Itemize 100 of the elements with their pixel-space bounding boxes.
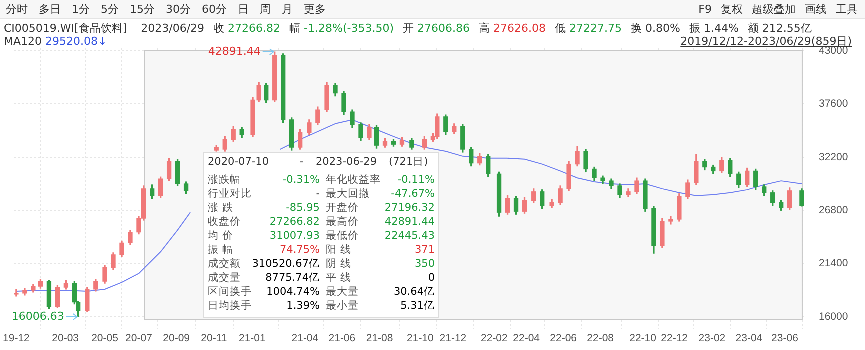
annotation: 27196.32	[384, 202, 435, 214]
annotation: 0	[428, 272, 435, 284]
x-tick-label: 23-02	[698, 332, 726, 345]
annotation: -47.67%	[391, 188, 435, 200]
annotation: (721日)	[389, 156, 428, 169]
annotation: 2020-07-10	[208, 156, 270, 169]
annotation: 年化收益率	[326, 174, 381, 186]
text: 换 0.80%	[631, 22, 680, 35]
text: 周	[260, 3, 271, 16]
x-tick-label: 20-09	[163, 332, 190, 345]
annotation: MA120 29520.08↓	[4, 35, 108, 48]
annotation: 开盘价	[326, 202, 359, 214]
text: 开 27606.86	[403, 22, 470, 35]
annotation: 平 线	[326, 272, 352, 284]
x-tick-label: 21-01	[238, 332, 266, 345]
annotation: 8775.74亿	[266, 272, 320, 284]
text: 多日	[39, 3, 61, 16]
annotation: 成交量	[208, 272, 241, 284]
y-tick-label: 37600	[819, 98, 848, 110]
text: 60分	[202, 3, 227, 16]
annotation: 42891.44	[384, 216, 435, 228]
annotation: 2023-06-29	[316, 156, 378, 169]
annotation: 阴 线	[326, 258, 352, 270]
annotation: 最高价	[326, 216, 359, 228]
text: 15分	[130, 3, 155, 16]
y-tick-label: 32200	[819, 151, 848, 164]
text: 30分	[166, 3, 191, 16]
annotation: 区间换手	[208, 286, 252, 298]
x-tick-label: 20-07	[126, 332, 153, 345]
x-tick-label: 23-06	[772, 332, 799, 345]
annotation: 16006.63	[12, 310, 64, 323]
x-tick-label: 21-06	[328, 332, 356, 345]
x-tick-label: 21-10	[407, 332, 434, 345]
x-tick-label: 22-06	[550, 332, 578, 345]
x-tick-label: 19-12	[3, 332, 30, 345]
chart-title: CI005019.WI[食品饮料]	[4, 22, 128, 35]
y-tick-label: 16000	[819, 310, 848, 323]
text: 振 1.44%	[689, 22, 739, 35]
text: 复权	[721, 3, 743, 16]
annotation: 均 价	[208, 230, 234, 242]
annotation: 振 幅	[208, 244, 234, 256]
annotation: 阳 线	[326, 244, 352, 256]
x-tick-label: 22-08	[587, 332, 614, 345]
text: 月	[282, 3, 293, 16]
text: 低 27227.75	[555, 22, 622, 35]
annotation: 涨跌幅	[208, 174, 241, 186]
annotation: 1.39%	[286, 300, 320, 312]
x-tick-label: 20-05	[92, 332, 119, 345]
annotation: 成交额	[208, 258, 241, 270]
annotation: 最低价	[326, 230, 359, 242]
y-tick-label: 26800	[819, 204, 848, 217]
annotation: 日均换手	[208, 300, 252, 312]
text: 高 27626.08	[479, 22, 546, 35]
annotation: 22445.43	[384, 230, 435, 242]
x-tick-label: 23-04	[736, 332, 763, 345]
annotation: 涨 跌	[208, 202, 234, 214]
x-tick-label: 21-12	[440, 332, 467, 345]
x-tick-label: 22-04	[513, 332, 540, 345]
x-tick-label: 22-12	[661, 332, 688, 345]
text: 更多	[304, 3, 326, 16]
annotation: 5.31亿	[400, 300, 435, 312]
y-tick-label: 21400	[819, 258, 848, 270]
text: 分时	[6, 3, 28, 16]
text: 日	[238, 3, 249, 16]
annotation: 27266.82	[270, 216, 320, 228]
x-tick-label: 20-11	[201, 332, 228, 345]
text: 额 212.55亿	[748, 22, 812, 35]
annotation: 371	[414, 244, 435, 256]
annotation: 310520.67亿	[252, 258, 320, 270]
annotation: 最小量	[326, 300, 359, 312]
x-tick-label: 21-08	[366, 332, 394, 345]
annotation: 最大回撤	[326, 188, 370, 200]
annotation: -0.11%	[398, 174, 435, 186]
x-tick-label: 22-10	[630, 332, 657, 345]
annotation: 42891.44	[208, 44, 261, 58]
annotation: 收盘价	[208, 216, 241, 228]
text: 1分	[72, 3, 90, 16]
annotation: 30.64亿	[394, 286, 435, 298]
annotation: 最大量	[326, 286, 359, 298]
annotation: -85.95	[286, 202, 320, 214]
annotation: 2019/12/12-2023/06/29(859日)	[680, 35, 852, 48]
x-tick-label: 21-04	[292, 332, 319, 345]
text: 工具	[836, 3, 858, 16]
x-tick-label: 22-02	[481, 332, 508, 345]
annotation: -0.31%	[282, 174, 320, 186]
annotation: 74.75%	[280, 244, 320, 256]
annotation: -	[316, 188, 320, 200]
annotation: 行业对比	[208, 188, 252, 200]
text: 收 27266.82	[214, 22, 281, 35]
text: 幅 -1.28%(-353.50)	[290, 22, 394, 35]
text: F9	[698, 3, 712, 16]
annotation: 1004.74%	[266, 286, 320, 298]
annotation: 350	[414, 258, 435, 270]
x-tick-label: 20-03	[52, 332, 80, 345]
text: 2023/06/29	[141, 22, 205, 35]
text: 画线	[805, 3, 827, 16]
annotation: -	[300, 156, 304, 169]
text: 5分	[101, 3, 119, 16]
text: 超级叠加	[752, 3, 796, 16]
annotation: 31007.93	[270, 230, 320, 242]
